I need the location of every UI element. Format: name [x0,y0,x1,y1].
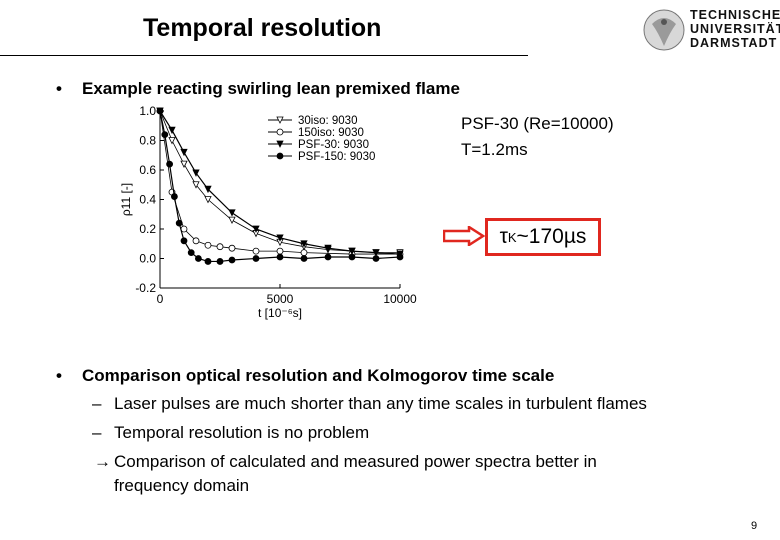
sub-item-text: Laser pulses are much shorter than any t… [114,394,647,413]
data-point [195,255,202,262]
logo-line: UNIVERSITÄT [690,22,780,36]
legend-marker [276,140,284,148]
data-point [300,255,308,262]
legend-label: 150iso: 9030 [298,127,364,139]
title-underline [0,55,528,56]
data-point [348,247,356,256]
eagle-emblem-icon [643,9,685,51]
arrow-right-icon: → [94,452,111,471]
series-line [159,110,401,263]
logo-line: DARMSTADT [690,36,778,50]
sub-item: – Laser pulses are much shorter than any … [92,394,647,414]
university-logo [634,2,780,60]
data-point [252,225,260,233]
data-point [204,196,212,204]
psf-case: PSF-30 (Re=10000) [461,114,614,133]
sub-item-text: Temporal resolution is no problem [114,423,370,442]
integral-time: T=1.2ms [461,140,528,159]
data-point [228,209,236,217]
data-point [204,185,212,194]
data-point [324,244,332,253]
data-point [228,244,236,252]
data-point [204,258,212,265]
data-point [300,240,308,248]
legend-marker [276,116,284,124]
kolmogorov-time-box: τ K ~170µs [485,218,601,256]
conclusion: → Comparison of calculated and measured p… [94,450,597,498]
x-tick-label: 5000 [267,292,294,306]
arrow-right-icon [443,226,485,246]
data-point [175,219,183,227]
bullet-dot: • [56,79,62,98]
y-axis-label: ρ11 [-] [119,183,133,216]
dash-marker: – [92,394,102,413]
autocorrelation-chart: -0.2 0.0 0.2 0.4 0.6 0.8 1.0 0 5000 10000 ρ11 [-] t… [119,104,417,320]
data-point [228,216,236,225]
legend-marker [276,152,284,160]
bullet-text: Comparison optical resolution and Kolmog… [82,366,555,385]
data-point [324,253,332,261]
conclusion-line: Comparison of calculated and measured po… [114,452,597,471]
data-point [228,256,236,264]
data-point [372,255,380,262]
data-point [252,247,260,255]
data-point [166,160,173,168]
data-point [276,234,284,242]
data-point [396,253,404,261]
data-point [252,255,260,262]
data-point [216,243,224,251]
x-tick-label: 0 [157,292,164,306]
flame-case-label: PSF-30 (Re=10000) T=1.2ms [461,111,614,163]
data-point [276,247,284,255]
y-tick-label: 0.0 [139,252,156,266]
slide-title: Temporal resolution [143,14,382,42]
y-tick-label: 0.6 [139,163,156,177]
data-point [372,249,380,257]
dash-marker: – [92,423,102,442]
university-name: TECHNISCHE UNIVERSITÄT DARMSTADT [690,8,780,50]
series-group [156,107,404,265]
data-point [171,193,178,200]
legend-label: PSF-150: 9030 [298,151,375,163]
data-point [187,249,195,257]
page-number: 9 [751,520,758,532]
data-point [180,160,188,168]
conclusion-line: frequency domain [114,476,250,495]
data-point [180,237,188,245]
tau-symbol: τ [499,225,508,248]
y-tick-label: 0.2 [139,222,156,236]
y-tick-label: -0.2 [135,281,156,295]
legend-marker [276,128,284,136]
logo-line: TECHNISCHE [690,8,780,22]
data-point [192,237,200,245]
data-point [216,258,224,265]
data-point [276,253,284,261]
sub-item: – Temporal resolution is no problem [92,423,369,443]
data-point [168,137,176,145]
data-point [161,131,169,138]
y-tick-label: 1.0 [139,104,156,118]
bullet-item: • Comparison optical resolution and Kolmo… [56,366,554,386]
x-axis-label: t [10⁻⁶s] [258,306,302,320]
data-point [192,181,200,189]
data-point [180,148,188,157]
legend-label: PSF-30: 9030 [298,139,369,151]
data-point [300,249,308,257]
data-point [204,241,212,249]
bullet-item: • Example reacting swirling lean premixed… [56,79,460,99]
x-tick-label: 10000 [383,292,417,306]
bullet-dot: • [56,366,62,385]
tau-value: ~170µs [516,225,587,248]
data-point [348,253,356,261]
tau-subscript: K [507,229,517,245]
legend-label: 30iso: 9030 [298,115,357,127]
data-point [156,107,164,115]
y-tick-label: 0.8 [139,134,156,148]
data-point [192,169,200,177]
bullet-text: Example reacting swirling lean premixed … [82,79,460,98]
y-tick-label: 0.4 [139,193,156,207]
data-point [168,126,176,135]
